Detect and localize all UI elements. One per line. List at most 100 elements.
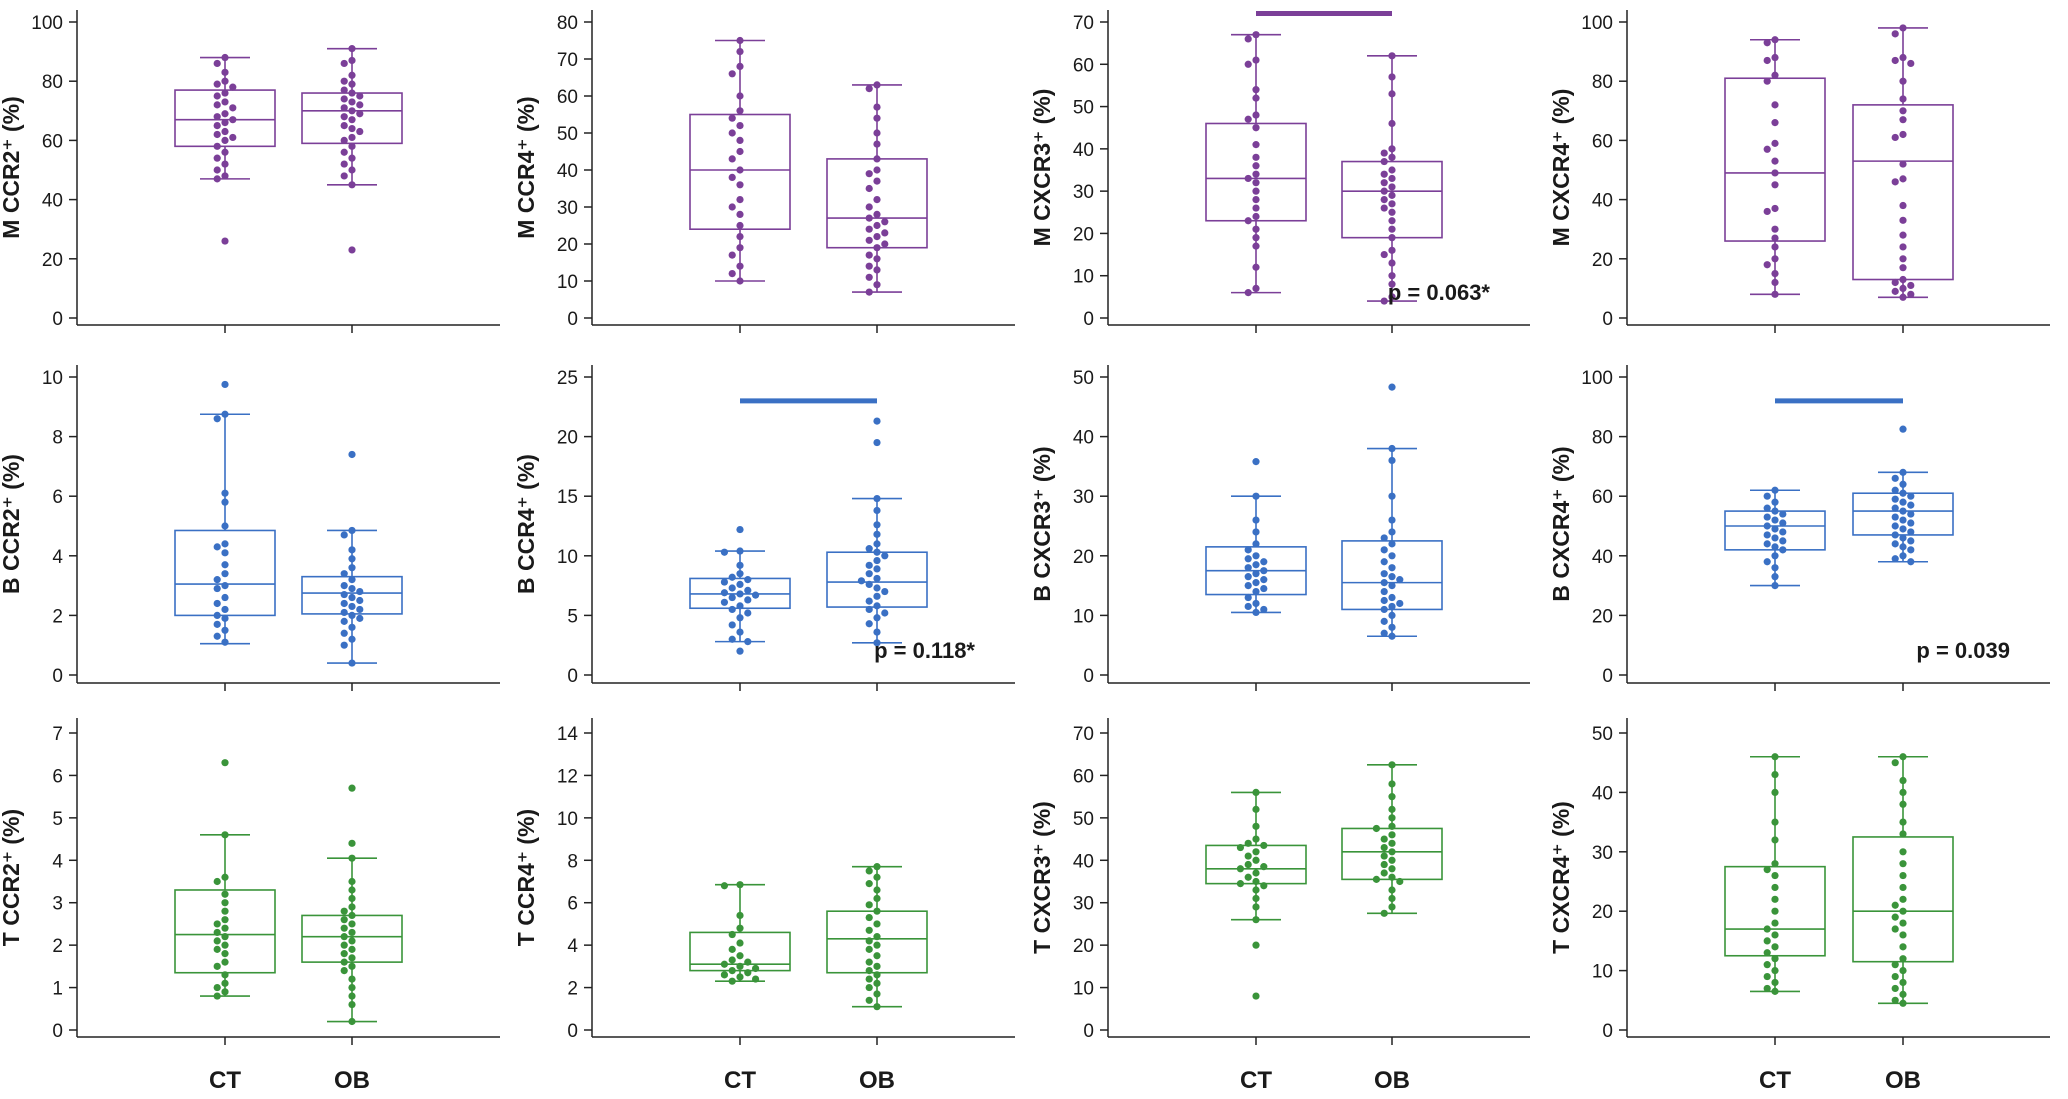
m-ccr2-ylabel: M CCR2⁺ (%) xyxy=(0,96,24,238)
t-cxcr4-ob-point-20 xyxy=(1891,961,1899,969)
m-cxcr3-ob-point-23 xyxy=(1380,250,1388,259)
m-ccr4-ct-point-13 xyxy=(728,173,736,181)
b-ccr4-ct-point-5 xyxy=(728,573,736,581)
t-ccr2-ob-point-4 xyxy=(348,886,356,894)
b-cxcr3-ct-point-5 xyxy=(1244,546,1252,554)
b-ccr4-ob-point-26 xyxy=(873,628,881,636)
t-ccr4-ob-point-12 xyxy=(865,937,873,945)
b-cxcr3-ct-point-4 xyxy=(1252,540,1260,548)
b-ccr4-ob-point-18 xyxy=(881,587,889,596)
m-cxcr3-ct-point-16 xyxy=(1252,196,1260,204)
b-cxcr4-ct-point-2 xyxy=(1771,498,1779,506)
b-ccr2-ob-point-13 xyxy=(356,596,364,605)
t-ccr2-ob-point-14 xyxy=(348,937,356,945)
m-cxcr3-ob-point-10 xyxy=(1388,174,1396,183)
t-cxcr4-ob-point-27 xyxy=(1899,999,1907,1007)
b-ccr4-ct-point-7 xyxy=(720,578,729,586)
b-ccr2-ob-point-9 xyxy=(348,584,356,593)
t-cxcr4-ct-point-16 xyxy=(1763,949,1771,957)
b-cxcr4-ob-point-27 xyxy=(1907,558,1915,566)
b-cxcr4-ct-point-11 xyxy=(1779,528,1787,536)
m-cxcr3-ct-point-10 xyxy=(1252,153,1260,161)
t-ccr2-ob-point-25 xyxy=(348,1000,356,1009)
x-label-col4-ct: CT xyxy=(1759,1067,1791,1094)
t-ccr4-ob-point-18 xyxy=(865,967,873,975)
t-ccr4-ytick-label-3: 6 xyxy=(567,894,578,915)
m-cxcr3-ob-point-7 xyxy=(1380,157,1388,166)
b-cxcr3-ob-point-7 xyxy=(1388,540,1396,548)
b-ccr4-ct-point-3 xyxy=(736,561,744,569)
b-cxcr4-ob-point-10 xyxy=(1891,504,1899,512)
t-cxcr4-ob-point-26 xyxy=(1891,996,1899,1004)
m-cxcr4-ct-point-15 xyxy=(1771,225,1779,233)
m-ccr2-ob-point-25 xyxy=(340,160,348,168)
b-cxcr4-ob-point-0 xyxy=(1899,425,1907,433)
t-cxcr4-ct-point-18 xyxy=(1763,961,1771,969)
m-ccr4-ob-point-8 xyxy=(865,170,873,178)
m-ccr4-ytick-label-5: 50 xyxy=(557,124,578,145)
b-ccr2-ct-point-19 xyxy=(213,620,221,628)
m-ccr4-ob-point-5 xyxy=(873,140,881,148)
t-ccr4-ct-point-14 xyxy=(744,969,752,977)
b-ccr2-ytick-label-0: 0 xyxy=(52,666,63,687)
b-cxcr4-ob-point-3 xyxy=(1899,480,1907,488)
b-cxcr3-ytick-label-4: 40 xyxy=(1073,428,1094,449)
t-cxcr4-ct-point-6 xyxy=(1763,866,1771,874)
t-cxcr4-ob-point-21 xyxy=(1899,967,1907,975)
b-cxcr4-ct-point-14 xyxy=(1779,537,1787,545)
b-ccr2-ytick-label-2: 4 xyxy=(52,547,63,568)
b-cxcr3-ob-point-2 xyxy=(1388,456,1396,465)
m-ccr4-ob-point-1 xyxy=(865,85,873,93)
b-cxcr3-ytick-label-2: 20 xyxy=(1073,547,1094,568)
b-ccr2-ob-point-11 xyxy=(340,590,348,599)
m-ccr4-ct-point-7 xyxy=(736,122,744,130)
m-ccr2-ob-point-6 xyxy=(340,86,348,94)
m-ccr4-ct-point-4 xyxy=(736,92,744,100)
m-ccr2-ct-point-5 xyxy=(229,83,237,91)
b-ccr2-ct-point-11 xyxy=(213,576,221,584)
b-cxcr4-ytick-label-1: 20 xyxy=(1592,606,1613,627)
t-cxcr4-ob-point-4 xyxy=(1899,800,1907,808)
t-cxcr3-ob-point-12 xyxy=(1380,852,1388,860)
t-cxcr4-ytick-label-3: 30 xyxy=(1592,843,1613,864)
m-cxcr4-ob-point-25 xyxy=(1907,290,1915,298)
b-cxcr4-ob-point-24 xyxy=(1907,546,1915,554)
b-cxcr4-ob-point-13 xyxy=(1891,513,1899,521)
b-cxcr4-ct-point-17 xyxy=(1779,546,1787,554)
b-ccr4-ct-point-13 xyxy=(751,591,760,599)
t-ccr4-ct-point-16 xyxy=(736,973,744,981)
x-label-col1-ob: OB xyxy=(334,1067,370,1094)
t-cxcr4-ob-point-11 xyxy=(1899,895,1907,903)
t-ccr4-ob-point-20 xyxy=(865,975,873,983)
t-ccr4-ob-point-16 xyxy=(865,958,873,966)
m-cxcr3-ct-point-14 xyxy=(1252,179,1260,187)
t-ccr2-ob-point-20 xyxy=(348,962,356,970)
m-ccr2-ytick-label-2: 40 xyxy=(42,191,63,212)
b-cxcr3-ct-point-20 xyxy=(1252,599,1260,608)
m-ccr2-ob-point-21 xyxy=(340,136,348,144)
m-cxcr3-ob-point-19 xyxy=(1388,217,1396,225)
t-ccr4-ylabel: T CCR4⁺ (%) xyxy=(513,809,539,946)
t-ccr2-ob-point-24 xyxy=(348,992,356,1000)
m-ccr2-ytick-label-1: 20 xyxy=(42,250,63,271)
b-cxcr4-ob-point-9 xyxy=(1907,501,1915,509)
t-cxcr3-ct-point-16 xyxy=(1236,880,1245,888)
t-ccr4-ob-point-9 xyxy=(873,920,881,928)
b-ccr4-ob-point-19 xyxy=(873,592,881,600)
m-cxcr4-ob-point-8 xyxy=(1899,116,1907,124)
m-cxcr4-ob-point-7 xyxy=(1899,107,1907,115)
m-ccr2-ct-point-19 xyxy=(221,136,229,144)
m-cxcr4-ob-point-19 xyxy=(1899,264,1907,272)
b-ccr4-ct-point-0 xyxy=(736,525,744,534)
m-cxcr4-ob-point-10 xyxy=(1891,133,1899,142)
t-cxcr3-ct-point-22 xyxy=(1252,941,1260,949)
t-cxcr3-ct-point-1 xyxy=(1252,805,1260,813)
m-cxcr3-ct-point-8 xyxy=(1252,124,1260,132)
t-cxcr4-ob-point-9 xyxy=(1899,871,1907,880)
b-cxcr3-ytick-label-0: 0 xyxy=(1083,666,1094,687)
m-cxcr3-ob-point-5 xyxy=(1380,149,1388,157)
t-cxcr4-ct-point-20 xyxy=(1763,972,1771,981)
m-cxcr3-ob-point-15 xyxy=(1380,196,1388,204)
b-cxcr3-ct-point-1 xyxy=(1252,492,1260,500)
t-cxcr3-ob-point-6 xyxy=(1372,824,1381,833)
